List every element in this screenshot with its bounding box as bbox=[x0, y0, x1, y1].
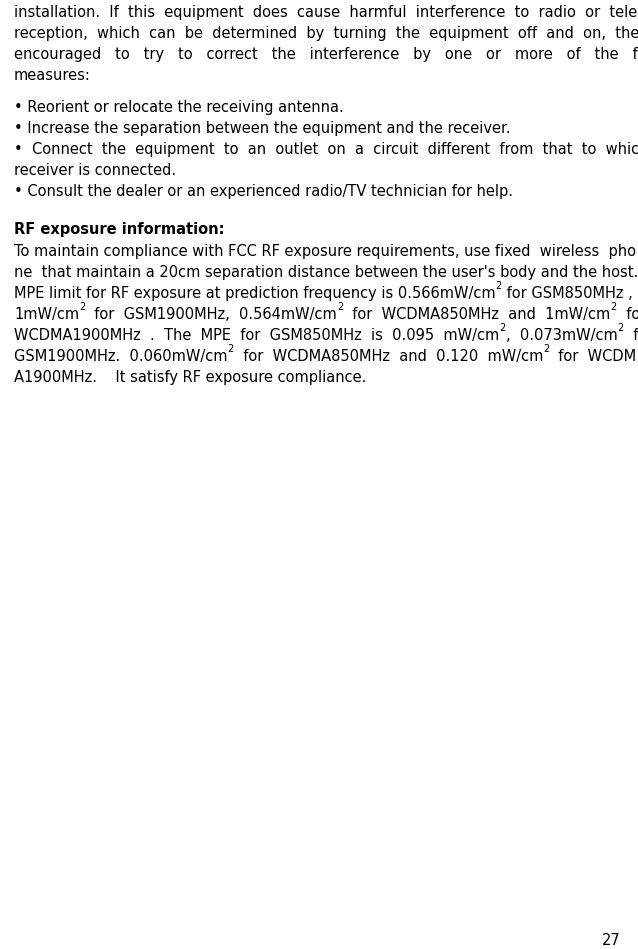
Text: 1mW/cm: 1mW/cm bbox=[14, 307, 79, 322]
Text: 2: 2 bbox=[611, 302, 617, 312]
Text: for  WCDMA850MHz  and  0.120  mW/cm: for WCDMA850MHz and 0.120 mW/cm bbox=[234, 349, 543, 364]
Text: A1900MHz.    It satisfy RF exposure compliance.: A1900MHz. It satisfy RF exposure complia… bbox=[14, 370, 366, 385]
Text: for: for bbox=[623, 328, 638, 343]
Text: ,  0.073mW/cm: , 0.073mW/cm bbox=[505, 328, 617, 343]
Text: 2: 2 bbox=[496, 281, 502, 291]
Text: 27: 27 bbox=[602, 933, 621, 948]
Text: • Increase the separation between the equipment and the receiver.: • Increase the separation between the eq… bbox=[14, 121, 510, 136]
Text: 2: 2 bbox=[543, 344, 549, 354]
Text: for  GSM1900MHz,  0.564mW/cm: for GSM1900MHz, 0.564mW/cm bbox=[85, 307, 337, 322]
Text: ne  that maintain a 20cm separation distance between the user's body and the hos: ne that maintain a 20cm separation dista… bbox=[14, 265, 638, 280]
Text: •  Connect  the  equipment  to  an  outlet  on  a  circuit  different  from  tha: • Connect the equipment to an outlet on … bbox=[14, 142, 638, 157]
Text: MPE limit for RF exposure at prediction frequency is 0.566mW/cm: MPE limit for RF exposure at prediction … bbox=[14, 286, 496, 301]
Text: RF exposure information:: RF exposure information: bbox=[14, 222, 225, 237]
Text: encouraged   to   try   to   correct   the   interference   by   one   or   more: encouraged to try to correct the interfe… bbox=[14, 47, 638, 62]
Text: receiver is connected.: receiver is connected. bbox=[14, 163, 176, 178]
Text: WCDMA1900MHz  .  The  MPE  for  GSM850MHz  is  0.095  mW/cm: WCDMA1900MHz . The MPE for GSM850MHz is … bbox=[14, 328, 500, 343]
Text: 2: 2 bbox=[500, 323, 505, 333]
Text: installation.  If  this  equipment  does  cause  harmful  interference  to  radi: installation. If this equipment does cau… bbox=[14, 5, 638, 20]
Text: for  WCDM: for WCDM bbox=[549, 349, 637, 364]
Text: for  WCDMA850MHz  and  1mW/cm: for WCDMA850MHz and 1mW/cm bbox=[343, 307, 611, 322]
Text: 2: 2 bbox=[337, 302, 343, 312]
Text: 2: 2 bbox=[228, 344, 234, 354]
Text: • Consult the dealer or an experienced radio/TV technician for help.: • Consult the dealer or an experienced r… bbox=[14, 184, 513, 199]
Text: To maintain compliance with FCC RF exposure requirements, use fixed  wireless  p: To maintain compliance with FCC RF expos… bbox=[14, 244, 636, 259]
Text: • Reorient or relocate the receiving antenna.: • Reorient or relocate the receiving ant… bbox=[14, 100, 344, 115]
Text: measures:: measures: bbox=[14, 68, 91, 83]
Text: for GSM850MHz ,: for GSM850MHz , bbox=[502, 286, 633, 301]
Text: 2: 2 bbox=[79, 302, 85, 312]
Text: 2: 2 bbox=[617, 323, 623, 333]
Text: for: for bbox=[617, 307, 638, 322]
Text: GSM1900MHz.  0.060mW/cm: GSM1900MHz. 0.060mW/cm bbox=[14, 349, 228, 364]
Text: reception,  which  can  be  determined  by  turning  the  equipment  off  and  o: reception, which can be determined by tu… bbox=[14, 26, 638, 41]
